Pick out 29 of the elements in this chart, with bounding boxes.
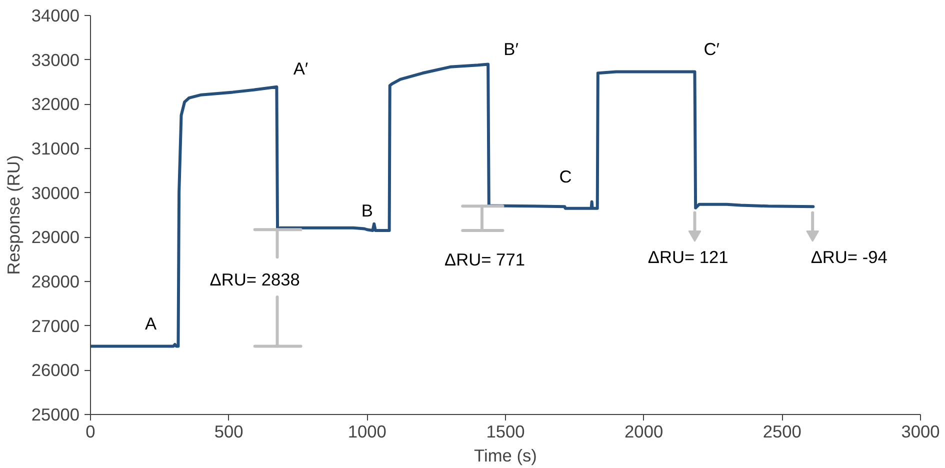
x-tick-label: 1500 [486,422,525,442]
annotation: B [361,200,373,221]
x-tick-label: 2000 [624,422,664,442]
y-axis-title: Response (RU) [3,155,24,275]
x-tick-label: 2500 [762,422,802,442]
annotation: A [145,314,158,334]
annotation: C [559,166,572,186]
annotation: ΔRU= 771 [444,249,525,270]
annotation: ΔRU= -94 [810,247,888,268]
y-tick-label: 27000 [31,316,80,336]
annotation: ΔRU= 121 [648,247,728,268]
annotation: ΔRU= 2838 [210,269,300,290]
y-tick-label: 31000 [31,138,80,158]
annotation: B′ [504,38,518,59]
x-tick-label: 500 [214,422,244,442]
annotation: C′ [704,38,720,59]
y-tick-label: 32000 [31,94,80,114]
y-tick-label: 33000 [31,50,80,70]
y-tick-label: 30000 [31,182,80,203]
x-tick-label: 0 [86,422,96,442]
annotation: A′ [293,58,308,79]
y-tick-label: 29000 [31,227,80,248]
y-tick-label: 25000 [31,404,80,424]
x-tick-label: 1000 [348,422,386,442]
y-tick-label: 34000 [31,6,80,26]
y-tick-label: 26000 [31,360,80,380]
y-tick-label: 28000 [31,272,80,292]
x-axis-title: Time (s) [474,446,537,466]
x-tick-label: 3000 [901,422,940,442]
